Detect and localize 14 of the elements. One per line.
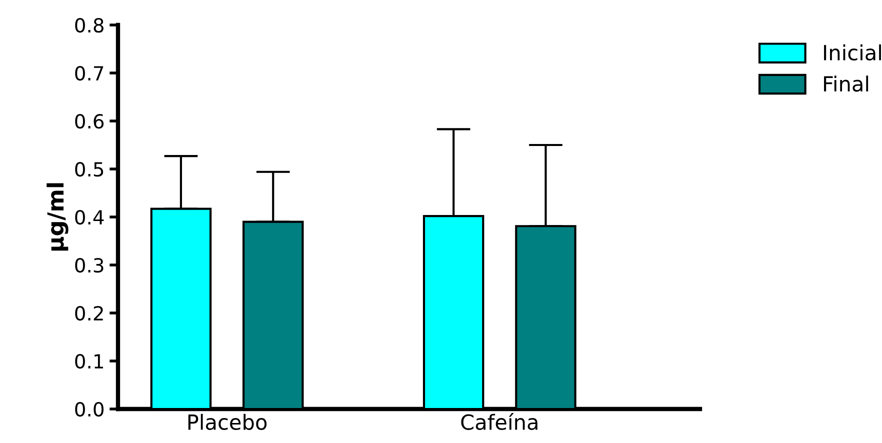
y-axis-title: µg/ml	[46, 183, 68, 251]
legend-label: Final	[824, 76, 868, 92]
y-tick-label: 0.3	[75, 258, 104, 273]
y-tick-label: 0.7	[75, 66, 104, 81]
x-tick-label: Cafeína	[461, 413, 538, 430]
y-tick-label: 0.8	[75, 18, 104, 33]
legend-label: Inicial	[824, 44, 881, 61]
y-tick-label: 0.0	[75, 402, 104, 417]
y-tick-label: 0.1	[75, 354, 104, 369]
y-tick-label: 0.5	[75, 162, 104, 177]
x-tick-label: Placebo	[188, 414, 267, 430]
y-tick-label: 0.2	[75, 306, 103, 321]
y-tick-label: 0.6	[75, 114, 104, 129]
y-tick-label: 0.4	[75, 210, 104, 225]
